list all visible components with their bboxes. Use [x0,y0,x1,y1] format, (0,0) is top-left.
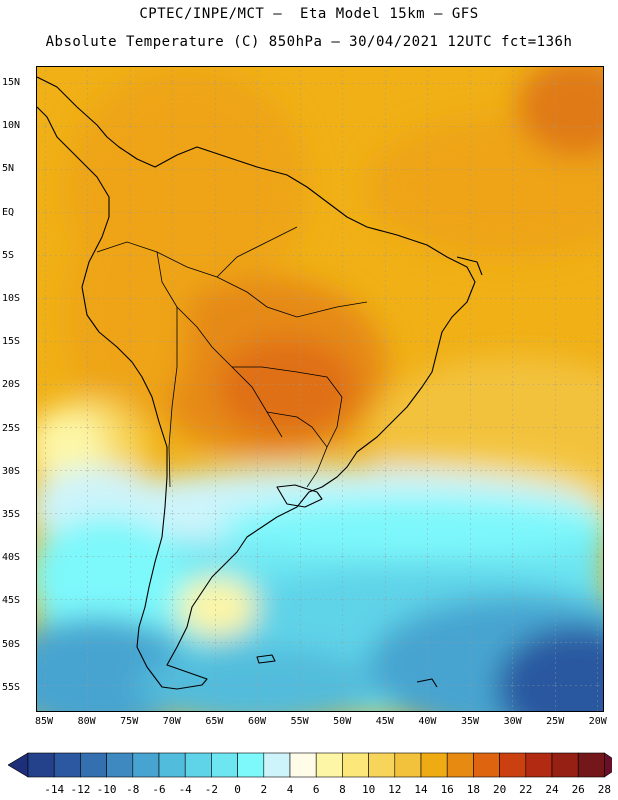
lat-tick-label: EQ [2,206,15,218]
lat-tick-label: 5S [2,249,15,261]
chart-title-line1: CPTEC/INPE/MCT – Eta Model 15km – GFS [139,6,479,22]
colorbar-tick-label: 18 [466,783,481,796]
lat-tick-label: 40S [2,552,21,564]
lon-tick-label: 60W [247,716,267,727]
colorbar-tick-label: 6 [312,783,320,796]
colorbar-tick-label: 4 [286,783,294,796]
colorbar-tick-label: 20 [492,783,507,796]
lat-tick-label: 35S [2,509,21,520]
colorbar-swatch [420,752,448,778]
colorbar-tick-label: 22 [519,783,533,796]
lat-tick-label: 30S [2,465,21,477]
colorbar-swatch [80,752,107,778]
lon-tick-label: 20W [588,716,607,727]
colorbar-swatch [27,752,55,778]
lat-tick-label: 55S [2,681,21,693]
colorbar-tick-label: -2 [204,783,219,796]
colorbar-tick-label: -8 [126,783,140,796]
colorbar [8,752,612,778]
lat-tick-label: 10S [2,293,21,304]
colorbar-swatch [106,752,134,778]
colorbar-swatch [53,752,81,778]
lat-lon-grid [37,67,603,711]
colorbar-max-arrow [604,752,612,778]
colorbar-tick-label: 10 [361,783,376,796]
colorbar-tick-label: -4 [178,783,192,796]
colorbar-tick-label: 14 [414,783,428,796]
colorbar-swatch [446,752,474,778]
colorbar-tick-label: -14 [44,783,65,796]
colorbar-tick-label: -10 [96,783,117,796]
lat-tick-label: 10N [2,120,21,132]
lon-tick-label: 40W [418,716,437,727]
colorbar-swatch [263,752,291,778]
lat-tick-label: 15N [2,77,21,88]
chart-title-line2: Absolute Temperature (C) 850hPa – 30/04/… [45,34,573,50]
lat-tick-label: 20S [2,379,21,391]
coastlines [37,76,483,690]
colorbar-swatch [577,752,605,778]
colorbar-tick-label: 8 [339,783,346,796]
colorbar-swatch [551,752,579,778]
colorbar-swatch [211,752,238,778]
colorbar-swatch [342,752,369,778]
lon-tick-label: 35W [460,716,480,727]
lon-tick-label: 50W [333,716,352,727]
colorbar-swatch [368,752,396,778]
colorbar-tick-label: 2 [260,783,268,796]
colorbar-min-arrow [8,752,29,778]
lon-tick-label: 85W [34,716,54,727]
colorbar-swatch [473,752,500,778]
colorbar-swatch [525,752,553,778]
colorbar-tick-label: 24 [545,783,559,796]
colorbar-swatch [184,752,212,778]
lon-tick-label: 45W [375,716,394,727]
lon-tick-label: 55W [290,716,309,727]
lat-tick-label: 15S [2,336,21,348]
temperature-map [36,66,604,712]
lat-tick-label: 25S [2,422,21,434]
lat-tick-label: 45S [2,595,21,607]
country-borders [96,226,368,488]
colorbar-swatch [237,752,265,778]
colorbar-swatch [394,752,422,778]
lon-tick-label: 30W [503,716,522,727]
lat-tick-label: 50S [2,638,21,650]
colorbar-swatch [132,752,160,778]
colorbar-tick-label: 16 [440,783,454,796]
colorbar-tick-label: -12 [70,783,91,796]
colorbar-tick-label: 28 [597,783,612,796]
map-canvas [37,67,603,711]
colorbar-swatch [315,752,343,778]
colorbar-swatch [158,752,186,778]
colorbar-tick-label: 26 [571,783,585,796]
lon-tick-label: 80W [77,716,96,727]
colorbar-tick-label: 12 [388,783,402,796]
colorbar-swatch [499,752,527,778]
lon-tick-label: 75W [120,716,139,727]
lon-tick-label: 70W [162,716,181,727]
colorbar-tick-label: 0 [234,783,241,796]
colorbar-swatch [289,752,317,778]
lat-tick-label: 5N [2,163,15,175]
colorbar-tick-label: -6 [152,783,166,796]
lon-tick-label: 25W [546,716,565,727]
lon-tick-label: 65W [205,716,224,727]
